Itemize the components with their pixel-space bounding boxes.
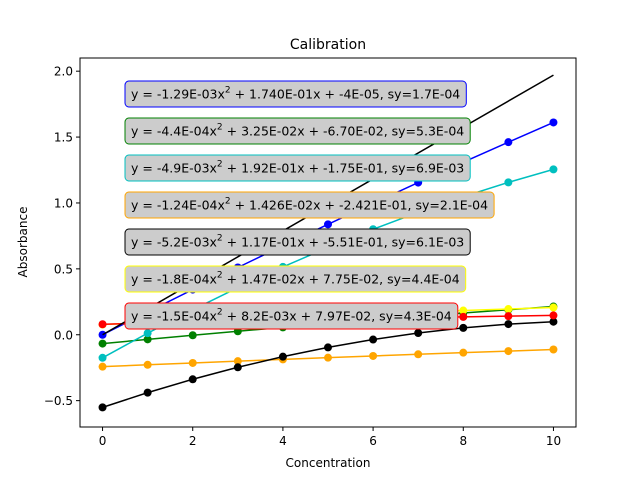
y-tick-label-4: 1.5: [54, 131, 73, 145]
fit-annotation-box-0: [124, 80, 467, 108]
y-tick-label-5: 2.0: [54, 65, 73, 79]
y-tick-label-2: 0.5: [54, 262, 73, 276]
series-5-point-9: [504, 305, 513, 314]
series-3-point-10: [549, 345, 558, 354]
series-3-point-6: [369, 351, 378, 360]
fit-annotation-5: y = -1.8E-04x2 + 1.47E-02x + 7.75E-02, s…: [124, 265, 467, 293]
series-3-point-3: [233, 357, 242, 366]
series-3-point-8: [459, 348, 468, 357]
series-4-point-6: [369, 335, 378, 344]
fit-annotation-box-1: [124, 117, 471, 145]
series-0-point-5: [324, 220, 332, 229]
x-tick-label-0: 0: [99, 434, 107, 448]
chart-title: Calibration: [290, 37, 366, 53]
plot-frame: [79, 57, 577, 428]
x-tick-label-4: 8: [459, 434, 467, 448]
x-tick-label-5: 10: [546, 434, 561, 448]
series-0-point-10: [549, 118, 558, 127]
x-tick-label-1: 2: [189, 434, 197, 448]
fit-annotation-0: y = -1.29E-03x2 + 1.740E-01x + -4E-05, s…: [124, 80, 467, 108]
series-2-point-1: [143, 329, 152, 338]
series-3-point-2: [188, 358, 197, 367]
fit-annotation-text-4: y = -5.2E-03x2 + 1.17E-01x + -5.51E-01, …: [131, 234, 464, 250]
series-4-point-8: [459, 323, 468, 332]
series-4-point-5: [324, 343, 332, 352]
series-4-point-1: [143, 388, 152, 397]
series-3-point-9: [504, 347, 513, 356]
series-2-point-9: [504, 178, 513, 187]
series-5-point-10: [549, 303, 558, 312]
x-tick-label-3: 6: [369, 434, 377, 448]
fit-annotation-text-1: y = -4.4E-04x2 + 3.25E-02x + -6.70E-02, …: [131, 123, 464, 139]
series-4-point-9: [504, 320, 513, 329]
fit-annotation-box-6: [124, 302, 459, 330]
series-4-point-10: [549, 317, 558, 326]
fit-annotation-box-4: [124, 228, 471, 256]
y-tick-label-0: −0.5: [44, 394, 73, 408]
annotation-layer: y = -1.29E-03x2 + 1.740E-01x + -4E-05, s…: [124, 80, 495, 330]
tick-layer: 0 2 4 6 8 10 −0.5 0.0 0.5 1.0 1.5 2.0: [44, 65, 561, 448]
fit-annotation-box-5: [124, 265, 467, 293]
series-4-point-4: [278, 352, 287, 361]
series-4-point-7: [414, 329, 423, 338]
series-4-point-0: [98, 403, 107, 412]
fit-annotation-6: y = -1.5E-04x2 + 8.2E-03x + 7.97E-02, sy…: [124, 302, 459, 330]
y-axis-label: Absorbance: [16, 207, 30, 278]
series-3-point-1: [143, 360, 152, 369]
series-6-point-9: [504, 312, 513, 321]
series-0-point-0: [98, 330, 107, 339]
x-tick-label-2: 4: [279, 434, 287, 448]
series-1-point-2: [188, 331, 197, 340]
y-tick-label-1: 0.0: [54, 328, 73, 342]
series-2-point-0: [98, 353, 107, 362]
y-tick-label-3: 1.0: [54, 196, 73, 210]
series-4-point-3: [233, 363, 242, 372]
series-1-point-0: [98, 339, 107, 348]
fit-annotation-text-5: y = -1.8E-04x2 + 1.47E-02x + 7.75E-02, s…: [131, 271, 460, 287]
fit-annotation-text-6: y = -1.5E-04x2 + 8.2E-03x + 7.97E-02, sy…: [131, 308, 452, 324]
x-axis-label: Concentration: [286, 456, 371, 470]
fit-annotation-text-2: y = -4.9E-03x2 + 1.92E-01x + -1.75E-01, …: [131, 160, 464, 176]
series-6-point-8: [459, 312, 468, 321]
series-0-point-9: [504, 138, 513, 147]
series-5-point-8: [459, 306, 468, 315]
fit-annotation-3: y = -1.24E-04x2 + 1.426E-02x + -2.421E-0…: [124, 191, 495, 219]
series-3-point-0: [98, 362, 107, 371]
series-2-point-10: [549, 165, 558, 174]
fit-annotation-text-3: y = -1.24E-04x2 + 1.426E-02x + -2.421E-0…: [131, 197, 488, 213]
fit-annotation-text-0: y = -1.29E-03x2 + 1.740E-01x + -4E-05, s…: [131, 86, 460, 102]
fit-annotation-box-2: [124, 154, 471, 182]
series-1-point-1: [143, 335, 152, 344]
fit-annotation-1: y = -4.4E-04x2 + 3.25E-02x + -6.70E-02, …: [124, 117, 471, 145]
series-4-point-2: [188, 375, 197, 384]
fit-annotation-2: y = -4.9E-03x2 + 1.92E-01x + -1.75E-01, …: [124, 154, 471, 182]
fit-annotation-box-3: [124, 191, 495, 219]
series-3-point-7: [414, 350, 423, 359]
series-6-point-10: [549, 311, 558, 320]
series-3-point-5: [324, 353, 332, 362]
fit-annotation-4: y = -5.2E-03x2 + 1.17E-01x + -5.51E-01, …: [124, 228, 471, 256]
series-6-point-0: [98, 320, 107, 329]
